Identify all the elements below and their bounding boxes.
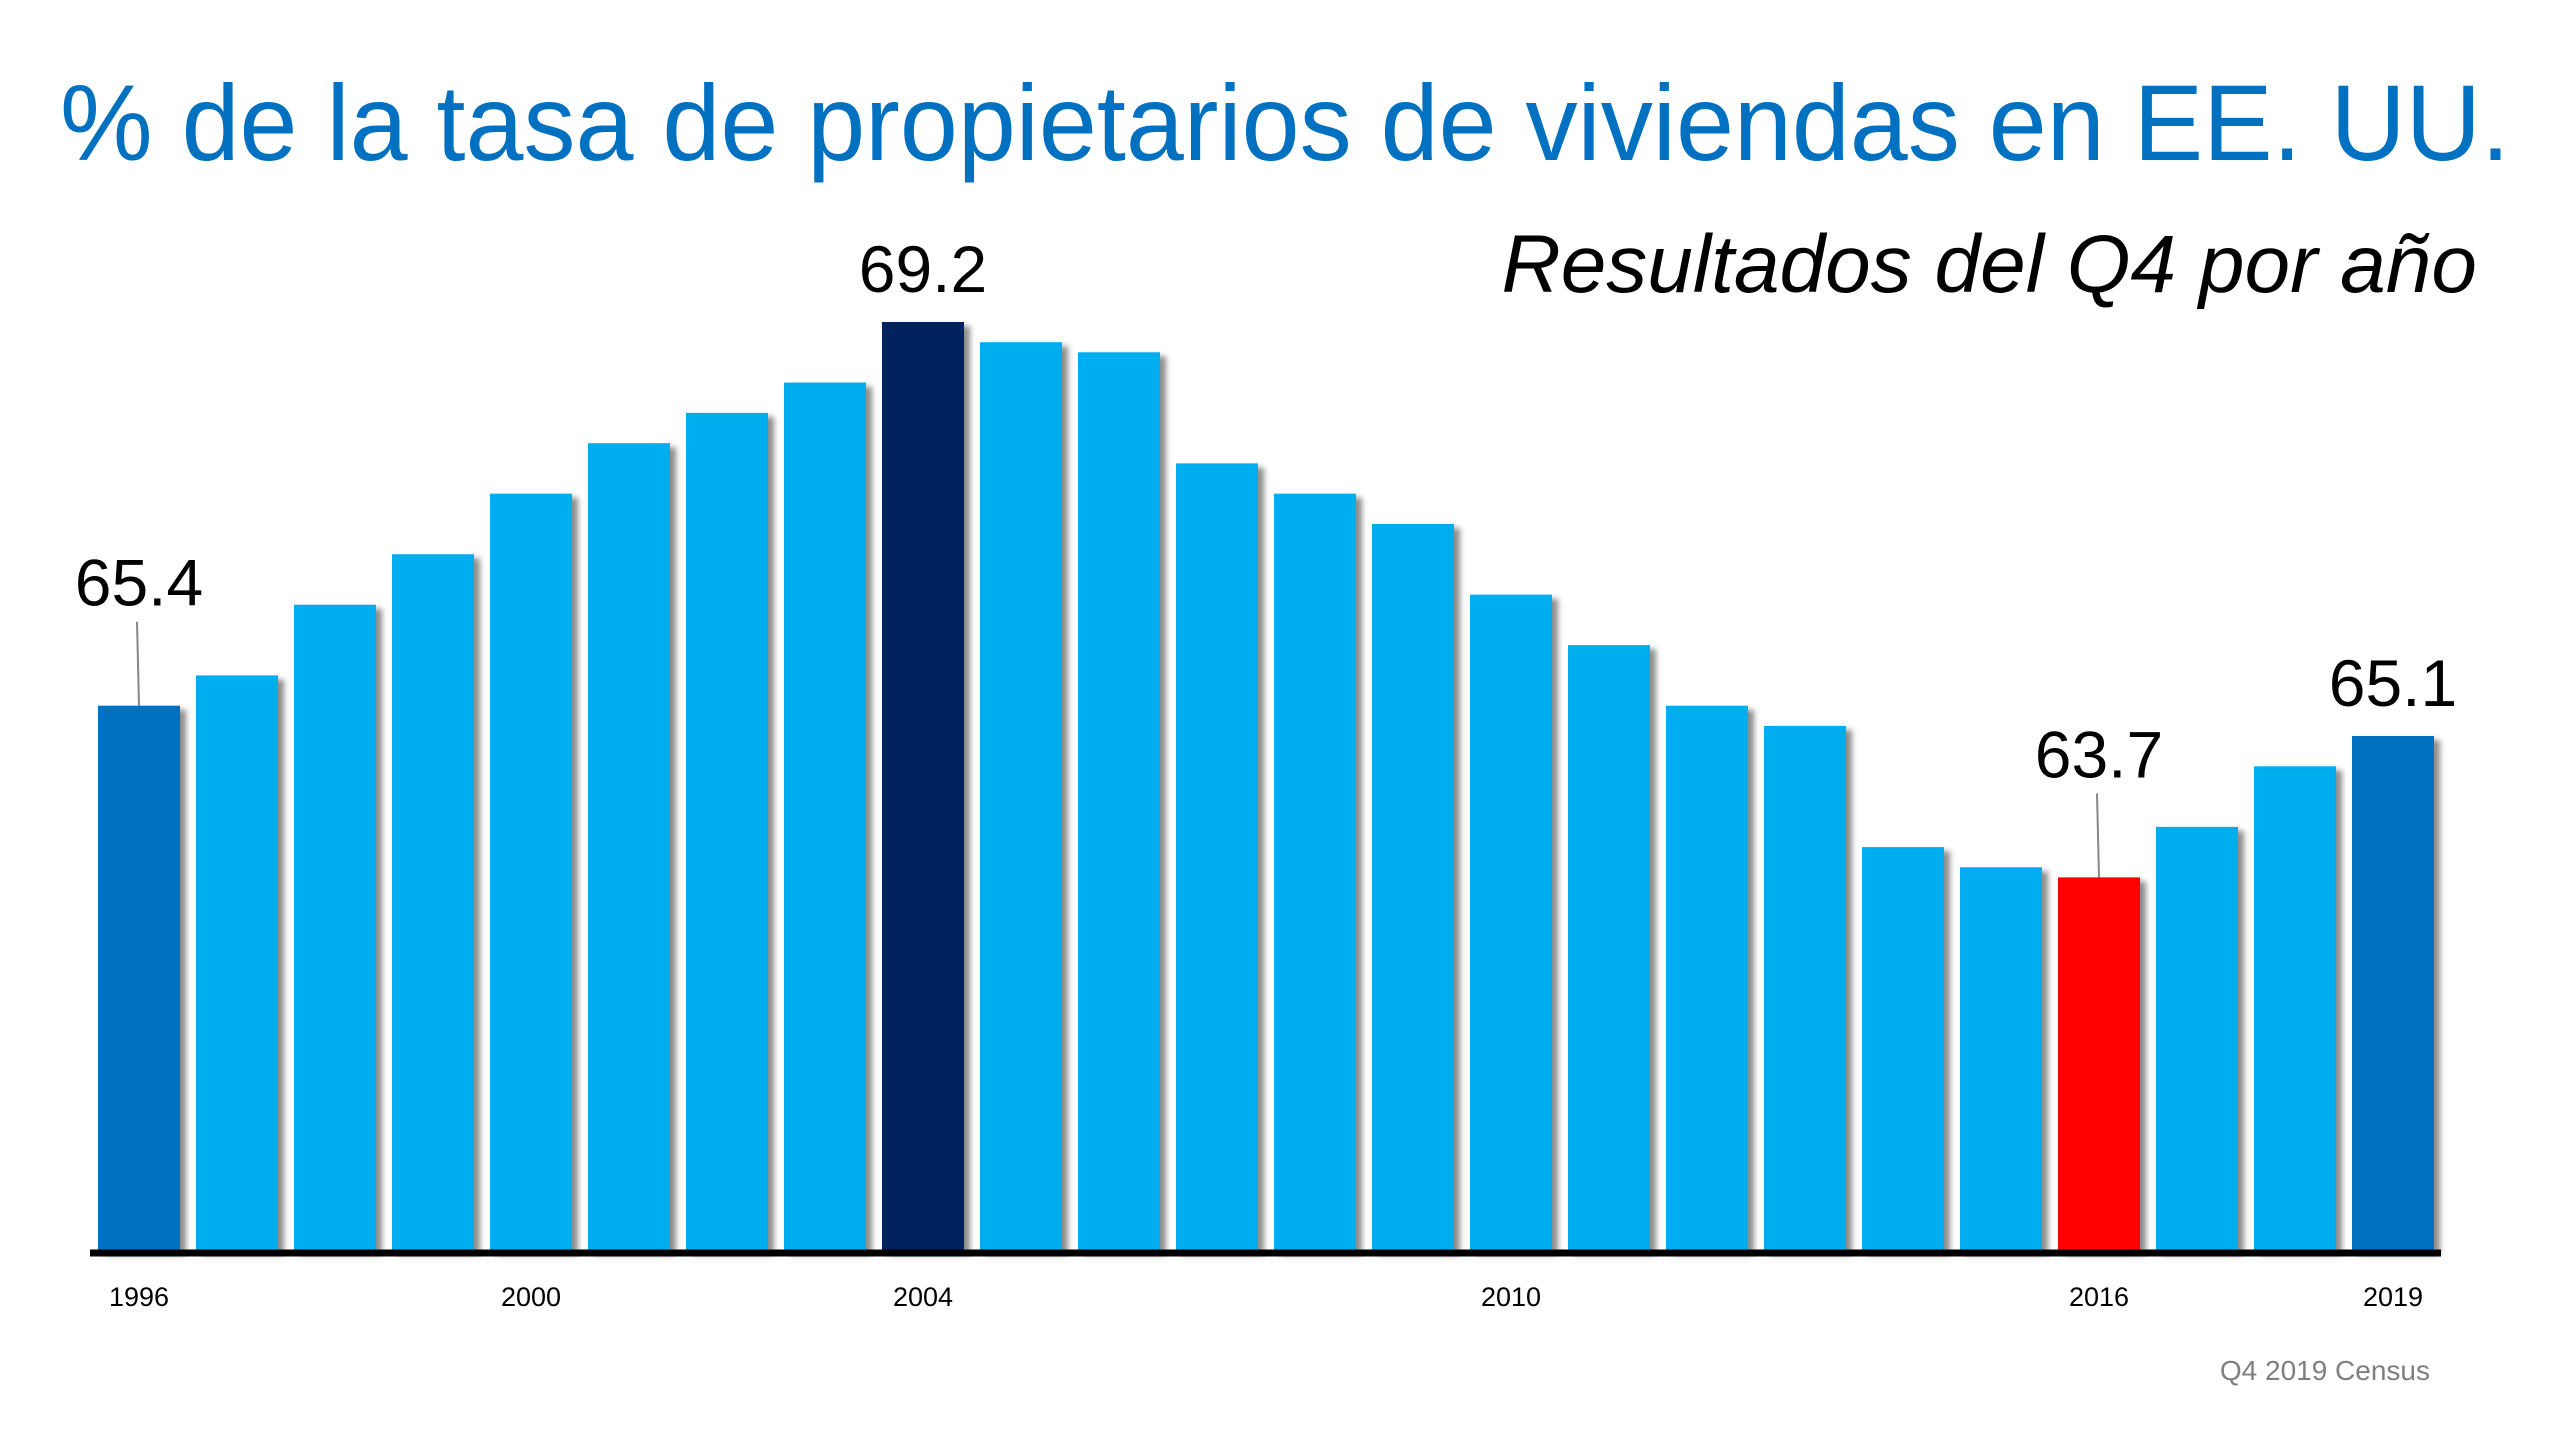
bar-2011 — [1568, 645, 1650, 1251]
bars — [98, 322, 2434, 1252]
chart-subtitle: Resultados del Q4 por año — [1501, 219, 2477, 310]
tick-label-2010: 2010 — [1481, 1282, 1541, 1312]
bar-2018 — [2254, 766, 2336, 1251]
bar-2002 — [686, 412, 768, 1251]
tick-label-2019: 2019 — [2363, 1282, 2423, 1312]
bar-2004 — [882, 322, 964, 1251]
bar-2013 — [1764, 725, 1846, 1251]
bar-2005 — [980, 342, 1062, 1251]
tick-label-1996: 1996 — [109, 1282, 169, 1312]
bar-2000 — [490, 493, 572, 1251]
bar-1999 — [392, 554, 474, 1251]
data-labels: 65.4 69.2 63.7 65.1 — [75, 232, 2457, 878]
data-label-2004: 69.2 — [859, 232, 987, 306]
chart-title: % de la tasa de propietarios de vivienda… — [60, 62, 2510, 183]
bar-2009 — [1372, 523, 1454, 1251]
bar-2019 — [2352, 736, 2434, 1251]
bar-1997 — [196, 675, 278, 1251]
bar-1996 — [98, 705, 180, 1251]
bar-2006 — [1078, 352, 1160, 1252]
x-tick-labels: 1996 2000 2004 2010 2016 2019 — [109, 1282, 2423, 1312]
bar-2012 — [1666, 705, 1748, 1251]
bar-2003 — [784, 382, 866, 1252]
data-label-1996: 65.4 — [75, 546, 203, 620]
bar-2017 — [2156, 826, 2238, 1251]
data-label-2019: 65.1 — [2329, 646, 2457, 720]
bar-2015 — [1960, 867, 2042, 1251]
bar-2007 — [1176, 463, 1258, 1251]
data-label-2016: 63.7 — [2035, 717, 2163, 791]
bar-1998 — [294, 604, 376, 1251]
bar-2014 — [1862, 847, 1944, 1251]
bar-2008 — [1274, 493, 1356, 1251]
leader-line-1996 — [136, 621, 140, 706]
leader-line-2016 — [2096, 793, 2100, 878]
bar-2016 — [2058, 877, 2140, 1251]
tick-label-2004: 2004 — [893, 1282, 953, 1312]
tick-label-2016: 2016 — [2069, 1282, 2129, 1312]
bar-2001 — [588, 443, 670, 1251]
bar-2010 — [1470, 594, 1552, 1251]
tick-label-2000: 2000 — [501, 1282, 561, 1312]
source-note: Q4 2019 Census — [2220, 1355, 2430, 1386]
